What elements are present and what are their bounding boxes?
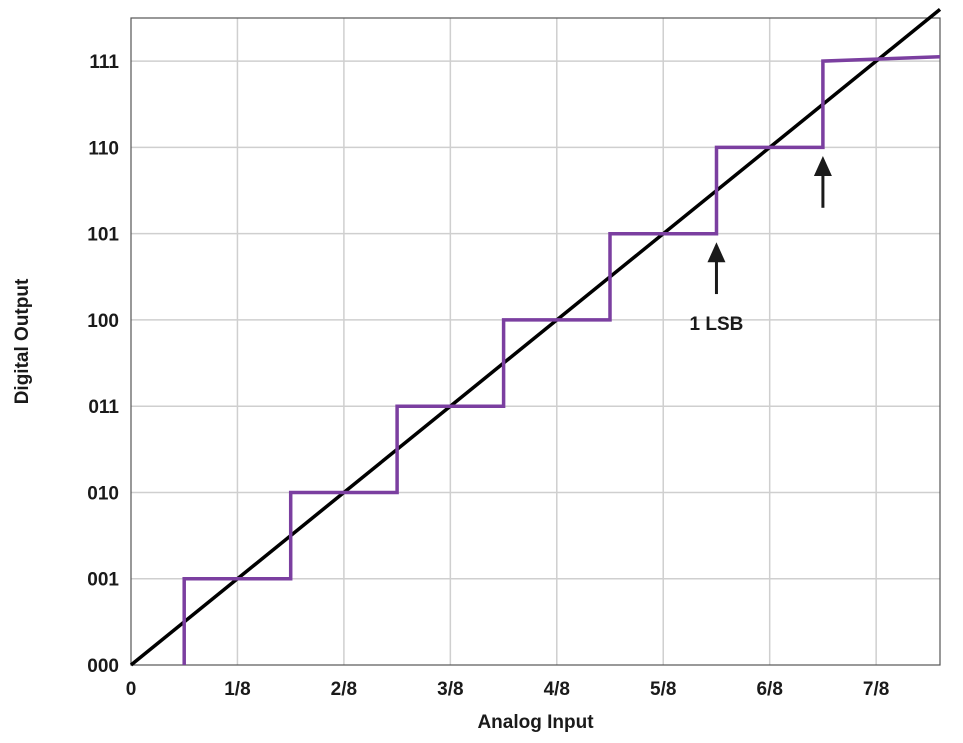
ideal-transfer-line [129,8,942,667]
annotation-layer: 1 LSB [690,156,832,335]
y-tick-label: 010 [87,483,119,504]
y-tick-label: 100 [87,311,119,332]
y-tick-label: 000 [87,656,119,677]
y-axis-label: Digital Output [12,278,33,404]
arrow-head-icon [707,242,726,263]
x-tick-label: 6/8 [756,679,782,700]
x-tick-label: 3/8 [437,679,463,700]
y-tick-label: 111 [89,52,119,73]
y-tick-label: 001 [87,570,119,591]
y-tick-label: 011 [88,397,119,418]
plot-frame [130,17,941,666]
arrow-head-icon [813,156,832,177]
x-tick-label: 5/8 [650,679,676,700]
y-tick-labels: 000 001 010 011 100 101 110 111 [87,52,119,677]
staircase-transfer-line [182,55,941,665]
x-tick-label: 2/8 [331,679,357,700]
x-tick-label: 4/8 [544,679,570,700]
series-layer [129,8,942,667]
x-tick-label: 7/8 [863,679,889,700]
x-tick-label: 1/8 [224,679,250,700]
x-axis-label: Analog Input [477,712,594,733]
x-tick-label: 0 [126,679,137,700]
y-tick-label: 101 [87,225,119,246]
y-tick-label: 110 [88,138,119,159]
x-tick-labels: 0 1/8 2/8 3/8 4/8 5/8 6/8 7/8 [126,679,890,700]
lsb-annotation-label: 1 LSB [690,314,744,335]
